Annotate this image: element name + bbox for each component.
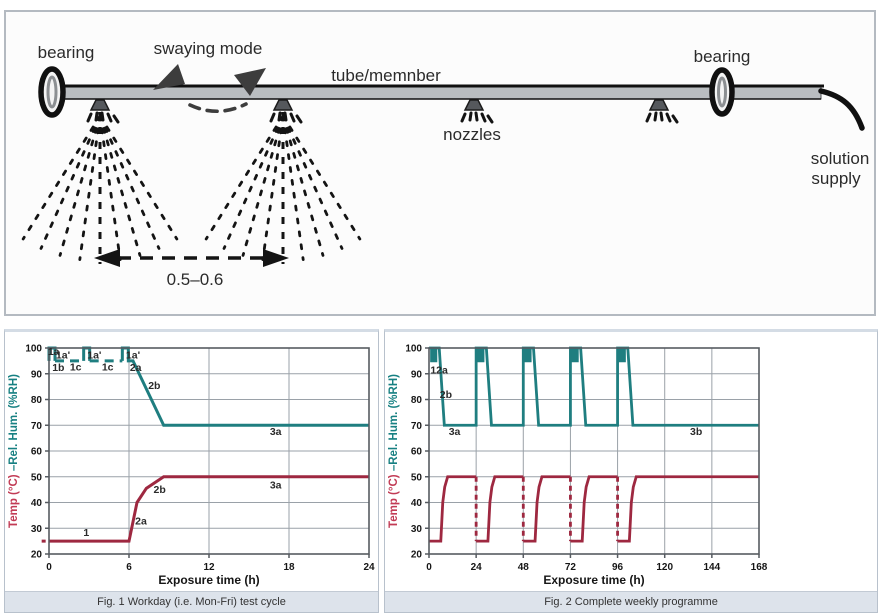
fig2-temperature-line	[476, 475, 524, 543]
bearing-right-icon	[709, 67, 735, 117]
fig2-chart: 0 24 48 72 96 120 144 168 20 30 40 50 60 70 80 90 100 Exp…	[388, 344, 768, 588]
curve-label: 2a	[436, 364, 448, 376]
curve-label: 2b	[440, 389, 452, 401]
diagram-label-swaying-mode: swaying mode	[154, 39, 263, 58]
y-axis-label: Temp (°C) –Rel. Hum. (%RH)	[8, 374, 20, 528]
y-tick-label: 40	[411, 498, 423, 509]
spray-apparatus-figure: bearing swaying mode tube/memnber nozzles be…	[4, 10, 876, 316]
fig2-temperature-line	[429, 475, 477, 543]
x-tick-label: 72	[565, 562, 577, 573]
curve-label: 1	[83, 527, 89, 539]
diagram-label-solution-supply-1: solution	[811, 149, 870, 168]
y-tick-label: 80	[411, 395, 423, 406]
fig1-temperature-line	[49, 475, 369, 543]
curve-label: 1a'	[56, 350, 70, 362]
axis-ticks: 0 6 12 18 24 20 30 40 50 60 70 80 90 100	[25, 344, 375, 574]
curve-label: 3b	[690, 426, 702, 438]
x-tick-label: 18	[283, 562, 295, 573]
y-tick-label: 70	[31, 421, 43, 432]
curve-label: 2a	[135, 516, 147, 528]
fig1-caption: Fig. 1 Workday (i.e. Mon-Fri) test cycle	[5, 591, 378, 612]
diagram-label-solution-supply-2: supply	[811, 169, 861, 188]
curve-label: 1c	[70, 362, 82, 374]
curve-label: 1a'	[126, 350, 140, 362]
span-dimension-arrow	[94, 249, 289, 267]
fig1-chart: 0 6 12 18 24 20 30 40 50 60 70 80 90 100 Exposure time…	[8, 344, 375, 588]
y-tick-label: 60	[31, 447, 43, 458]
curve-label: 3a	[270, 426, 282, 438]
swaying-arrows-icon	[153, 64, 266, 114]
bearing-left-icon	[38, 66, 66, 118]
y-tick-label: 20	[31, 550, 43, 561]
y-tick-label: 40	[31, 498, 43, 509]
curve-label: 2a	[130, 362, 142, 374]
nozzles-group	[21, 99, 679, 264]
y-tick-label: 30	[31, 524, 43, 535]
curve-label: 1a	[48, 346, 60, 358]
diagram-label-nozzles: nozzles	[443, 125, 501, 144]
series-group	[429, 346, 759, 543]
x-tick-label: 168	[751, 562, 768, 573]
y-tick-label: 30	[411, 524, 423, 535]
nozzle-icon	[645, 99, 679, 124]
fig1-panel: 0 6 12 18 24 20 30 40 50 60 70 80 90 100 Exposure time…	[4, 329, 379, 613]
x-tick-label: 12	[203, 562, 215, 573]
curve-label: 3a	[449, 426, 461, 438]
fig2-temperature-line	[617, 475, 759, 543]
x-tick-label: 0	[46, 562, 52, 573]
curve-labels: 1 2a 2b 3a 3b	[430, 364, 702, 438]
curve-label: 1b	[52, 362, 64, 374]
fig2-relative-humidity-line	[429, 346, 759, 427]
curve-label: 2b	[148, 380, 160, 392]
x-tick-label: 120	[656, 562, 673, 573]
curve-label: 3a	[270, 479, 282, 491]
y-tick-label: 50	[31, 472, 43, 483]
curve-label: 1a'	[87, 350, 101, 362]
fig2-panel: 0 24 48 72 96 120 144 168 20 30 40 50 60 70 80 90 100 Exp…	[384, 329, 878, 613]
axis-ticks: 0 24 48 72 96 120 144 168 20 30 40 50 60 70 80 90 100	[405, 344, 767, 574]
diagram-labels: bearing swaying mode tube/memnber nozzles be…	[38, 39, 870, 289]
y-tick-label: 20	[411, 550, 423, 561]
curve-label: 1	[430, 364, 436, 376]
x-tick-label: 48	[518, 562, 530, 573]
x-axis-label: Exposure time (h)	[158, 573, 259, 587]
spray-apparatus-diagram: bearing swaying mode tube/memnber nozzles be…	[21, 39, 870, 289]
y-tick-label: 90	[411, 369, 423, 380]
fig2-temperature-line	[523, 475, 571, 543]
fig2-temperature-line	[570, 475, 618, 543]
spray-cone	[21, 112, 179, 264]
spray-cone	[204, 112, 362, 264]
y-tick-label: 90	[31, 369, 43, 380]
solution-supply-hose	[818, 88, 865, 131]
x-tick-label: 96	[612, 562, 624, 573]
y-tick-label: 60	[411, 447, 423, 458]
y-axis-label: Temp (°C) –Rel. Hum. (%RH)	[388, 374, 400, 528]
x-tick-label: 24	[363, 562, 375, 573]
diagram-label-tube-member: tube/memnber	[331, 66, 441, 85]
y-tick-label: 70	[411, 421, 423, 432]
y-tick-label: 100	[25, 344, 42, 355]
x-tick-label: 0	[426, 562, 432, 573]
curve-label: 2b	[154, 484, 166, 496]
y-tick-label: 100	[405, 344, 422, 355]
diagram-label-bearing-left: bearing	[38, 43, 95, 62]
x-tick-label: 6	[126, 562, 132, 573]
curve-label: 1c	[102, 362, 114, 374]
y-tick-label: 80	[31, 395, 43, 406]
diagram-label-span-dimension: 0.5–0.6	[167, 270, 224, 289]
nozzle-icon	[460, 99, 494, 124]
x-tick-label: 24	[471, 562, 483, 573]
fig2-caption: Fig. 2 Complete weekly programme	[385, 591, 877, 612]
diagram-label-bearing-right: bearing	[694, 47, 751, 66]
y-tick-label: 50	[411, 472, 423, 483]
x-axis-label: Exposure time (h)	[543, 573, 644, 587]
x-tick-label: 144	[704, 562, 721, 573]
nozzle-icon	[86, 99, 120, 124]
